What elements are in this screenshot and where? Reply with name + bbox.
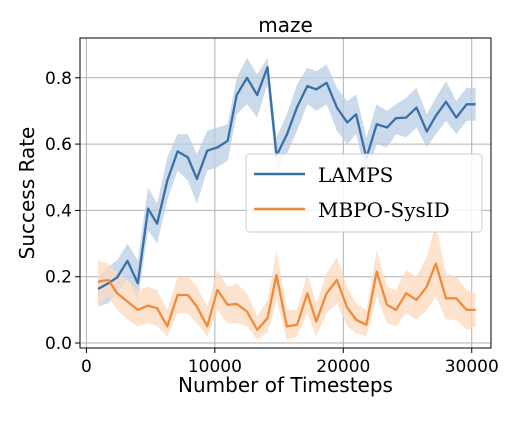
x-tick-label: 10000 — [188, 357, 242, 377]
band-mbpo-sysid — [98, 223, 476, 340]
line-mbpo-sysid — [97, 262, 476, 331]
legend-label-lamps: LAMPS — [318, 163, 393, 187]
y-tick-label: 0.8 — [45, 69, 72, 89]
series-lines — [97, 66, 476, 331]
y-tick-label: 0.6 — [45, 135, 72, 155]
band-lamps — [98, 57, 476, 307]
y-tick-label: 0.4 — [45, 201, 72, 221]
x-axis-label: Number of Timesteps — [178, 373, 393, 397]
confidence-bands — [98, 57, 476, 340]
line-lamps — [97, 66, 476, 291]
x-tick-label: 0 — [81, 357, 92, 377]
x-tick-label: 30000 — [445, 357, 499, 377]
y-tick-label: 0.2 — [45, 268, 72, 288]
legend-label-mbpo-sysid: MBPO-SysID — [318, 198, 450, 222]
legend: LAMPS MBPO-SysID — [245, 153, 483, 233]
x-tick-label: 20000 — [316, 357, 370, 377]
plot-frame — [79, 37, 492, 349]
y-axis-label: Success Rate — [15, 127, 39, 260]
y-tick-label: 0.0 — [45, 334, 72, 354]
axis-ticks: 0 10000 20000 30000 0.0 0.2 0.4 0.6 0.8 — [45, 69, 499, 377]
chart-title: maze — [258, 13, 313, 37]
